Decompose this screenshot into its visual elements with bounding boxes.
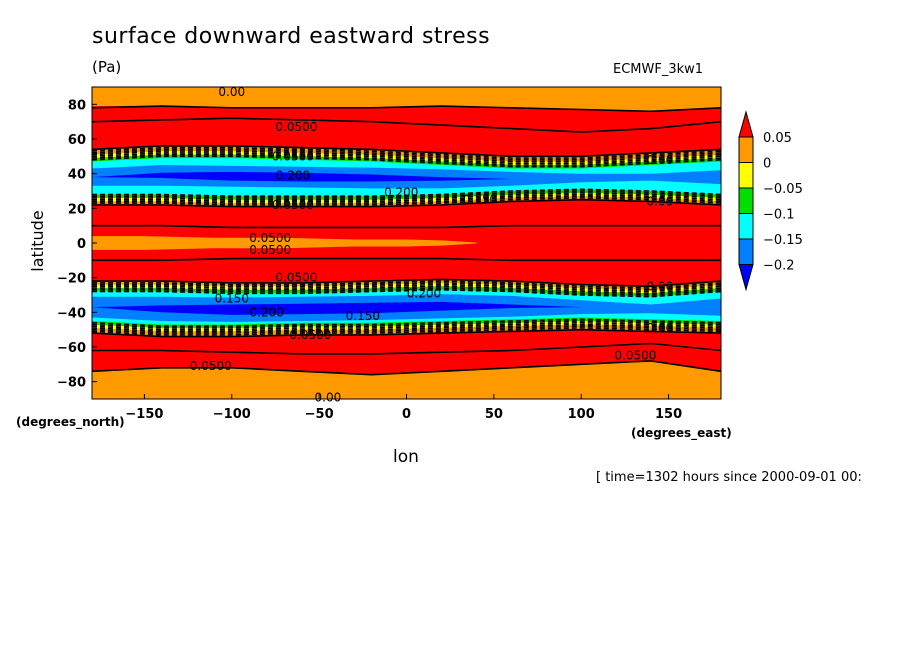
colorbar-label: −0.15 [763, 233, 803, 248]
x-tick-label: −150 [125, 407, 163, 422]
contour-south-zero [92, 278, 721, 288]
contour-label: 0.200 [384, 186, 418, 200]
contour-label: 0.00 [218, 85, 245, 99]
contour-eq-south [92, 257, 721, 262]
contour-south-lower-5 [92, 318, 721, 327]
contour-north-zero [92, 145, 721, 158]
x-tick-label: 0 [402, 407, 411, 422]
contour-label: 0.00 [646, 321, 673, 335]
y-tick-label: 20 [68, 202, 86, 217]
colorbar-label: −0.2 [763, 259, 795, 274]
y-tick-label: 40 [68, 168, 86, 183]
contour-north-cap [92, 105, 721, 113]
x-tick-label: −100 [213, 407, 251, 422]
contour-label: 0.0500 [275, 271, 317, 285]
y-tick-label: −20 [57, 272, 86, 287]
chart-units: (Pa) [92, 58, 122, 76]
colorbar-segment [738, 162, 754, 189]
y-tick-label: 0 [77, 237, 86, 252]
x-axis-unit: (degrees_east) [631, 426, 732, 440]
contour-south-lower-2 [92, 323, 721, 333]
contour-north-upper-0 [92, 155, 721, 168]
contour-label: 0.0500 [190, 359, 232, 373]
contour-north-upper-3 [92, 150, 721, 163]
y-tick-label: −80 [57, 376, 86, 391]
colorbar-label: −0.05 [763, 182, 803, 197]
contour-north-lower-2 [92, 193, 721, 203]
contour-label: 0.150 [215, 291, 249, 305]
band-south-core [92, 301, 721, 315]
x-axis-label: lon [393, 447, 419, 467]
band-north-core [92, 171, 721, 182]
contour-label: 0.00 [646, 194, 673, 208]
chart-title: surface downward eastward stress [92, 24, 491, 49]
contour-label: 0.0500 [614, 349, 656, 363]
contour-label: 0.200 [276, 168, 310, 182]
contour-label: 0.200 [407, 286, 441, 300]
contour-south-upper-4 [92, 282, 721, 291]
contour-south-upper-3 [92, 283, 721, 293]
contour-label: 0.0500 [275, 120, 317, 134]
contour-south-lower-1 [92, 325, 721, 334]
x-tick-label: 50 [485, 407, 503, 422]
contour-south-upper-0 [92, 288, 721, 298]
contour-north-lower-4 [92, 190, 721, 199]
colorbar-segment [738, 213, 754, 240]
x-tick-label: 100 [568, 407, 595, 422]
y-tick-label: 80 [68, 98, 86, 113]
colorbar-segment [738, 187, 754, 214]
contour-south-lower-0 [92, 327, 721, 336]
contour-label: 0.00 [646, 279, 673, 293]
contour-north-lower-3 [92, 191, 721, 201]
band-equatorial [92, 236, 477, 250]
colorbar-label: −0.1 [763, 208, 795, 223]
contour-north-inner [92, 117, 721, 133]
band-south-cap [92, 360, 721, 399]
contour-label: 0.0500 [272, 149, 314, 163]
colorbar-label: 0 [763, 157, 771, 172]
contour-label: 0.00 [315, 390, 342, 404]
contour-south-lower-4 [92, 320, 721, 329]
y-tick-label: −60 [57, 341, 86, 356]
x-tick-label: 150 [655, 407, 682, 422]
contour-label: 0.0500 [289, 328, 331, 342]
contour-north-lower-1 [92, 195, 721, 204]
time-stamp: [ time=1302 hours since 2000-09-01 00: [596, 470, 862, 485]
contour-north-lower-0 [92, 197, 721, 206]
contour-south-cap [92, 360, 721, 376]
contour-north-upper-5 [92, 146, 721, 159]
contour-north-lower-5 [92, 188, 721, 197]
contour-north-zero-low [92, 198, 721, 208]
band-north-cap [92, 87, 721, 112]
contour-label: 0.0500 [249, 243, 291, 257]
contour-label: 0.150 [346, 309, 380, 323]
dataset-label: ECMWF_3kw1 [613, 62, 704, 77]
contour-south-inner [92, 342, 721, 355]
contour-south-upper-2 [92, 285, 721, 295]
colorbar-max-arrow [738, 110, 754, 138]
contour-north-upper-2 [92, 152, 721, 165]
y-tick-label: −40 [57, 306, 86, 321]
y-axis-unit: (degrees_north) [16, 415, 125, 429]
contour-label: 0.200 [250, 305, 284, 319]
contour-label: 0.00 [646, 153, 673, 167]
contour-label: 0.150 [463, 193, 497, 207]
contour-label: 0.0500 [272, 198, 314, 212]
contour-eq-north [92, 224, 721, 229]
contour-south-upper-1 [92, 287, 721, 296]
contour-north-upper-4 [92, 148, 721, 161]
contour-label: 0.0500 [249, 231, 291, 245]
y-tick-label: 60 [68, 133, 86, 148]
contour-north-upper-1 [92, 153, 721, 166]
contour-south-lower-3 [92, 321, 721, 331]
colorbar-min-arrow [738, 264, 754, 292]
colorbar-segment [738, 238, 754, 265]
contour-south-upper-5 [92, 280, 721, 289]
x-tick-label: −50 [305, 407, 334, 422]
contour-south-zero-low [92, 328, 721, 338]
colorbar-segment [738, 136, 754, 163]
colorbar-label: 0.05 [763, 131, 792, 146]
